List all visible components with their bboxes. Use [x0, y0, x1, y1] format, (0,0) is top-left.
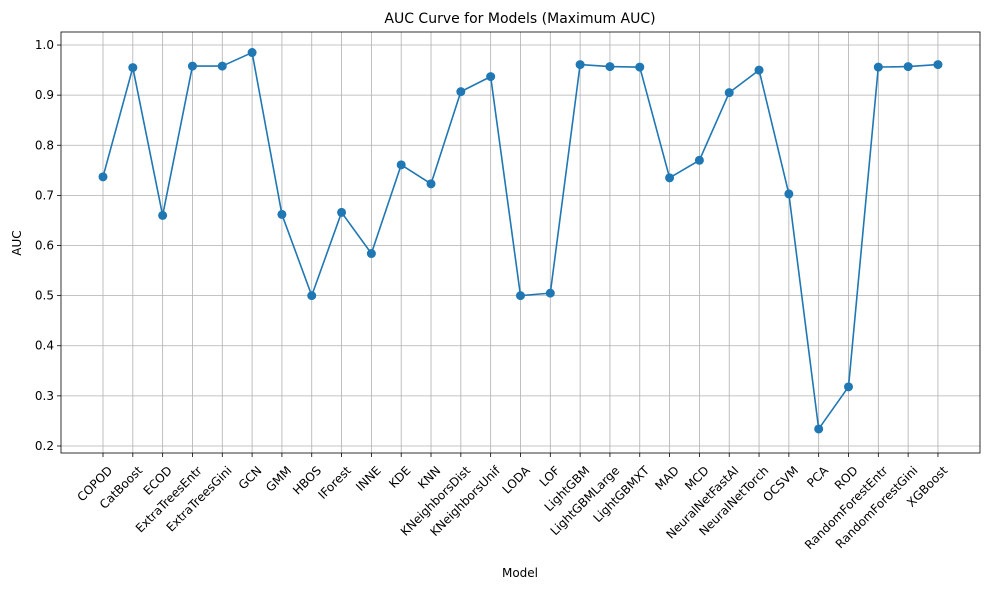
y-tick-label: 0.7 [35, 188, 54, 202]
y-tick-label: 1.0 [35, 38, 54, 52]
data-point-marker [366, 249, 376, 259]
y-tick-label: 0.9 [35, 88, 54, 102]
data-point-marker [844, 382, 853, 392]
y-tick-label: 0.2 [35, 439, 54, 453]
data-point-marker [814, 424, 824, 434]
data-point-marker [128, 63, 138, 73]
chart-title: AUC Curve for Models (Maximum AUC) [384, 11, 655, 27]
data-point-marker [426, 179, 436, 189]
data-point-marker [724, 88, 734, 98]
y-tick-label: 0.3 [35, 389, 54, 403]
data-point-marker [98, 172, 108, 182]
data-point-marker [754, 65, 764, 75]
data-point-marker [545, 288, 555, 298]
y-tick-label: 0.8 [35, 138, 54, 152]
data-point-marker [187, 61, 197, 71]
data-point-marker [784, 189, 794, 199]
data-point-marker [665, 173, 675, 183]
x-axis-title: Model [502, 566, 538, 580]
y-tick-label: 0.6 [35, 239, 54, 253]
data-point-marker [217, 61, 227, 71]
data-point-marker [486, 72, 496, 82]
data-point-marker [635, 62, 645, 72]
data-point-marker [456, 87, 466, 97]
data-point-marker [396, 160, 406, 170]
data-point-marker [903, 62, 913, 72]
data-point-marker [277, 209, 287, 219]
data-point-marker [307, 291, 317, 301]
data-point-marker [575, 60, 585, 70]
y-tick-label: 0.4 [35, 339, 54, 353]
data-point-marker [515, 291, 525, 301]
data-point-marker [337, 207, 347, 217]
y-axis-title: AUC [10, 230, 24, 255]
data-point-marker [873, 62, 883, 72]
data-point-marker [933, 60, 943, 70]
data-point-marker [694, 155, 704, 165]
y-tick-label: 0.5 [35, 289, 54, 303]
data-point-marker [158, 210, 168, 220]
grid-layer [61, 32, 980, 453]
data-point-marker [247, 48, 257, 58]
data-point-marker [605, 62, 615, 72]
series-layer [98, 48, 943, 434]
plot-frame [60, 31, 981, 454]
